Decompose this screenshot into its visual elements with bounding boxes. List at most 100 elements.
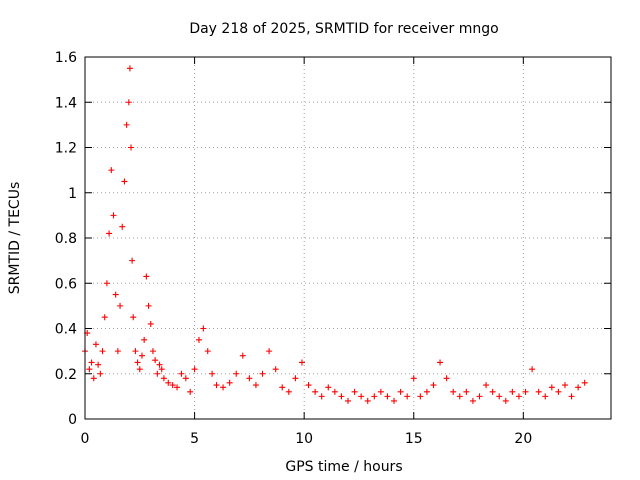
data-point — [156, 361, 163, 368]
data-point — [195, 336, 202, 343]
data-point — [384, 393, 391, 400]
data-point — [187, 388, 194, 395]
grid-layer — [85, 57, 611, 419]
data-point — [169, 382, 176, 389]
data-point — [450, 388, 457, 395]
data-point — [130, 314, 137, 321]
data-point — [568, 393, 575, 400]
data-point — [160, 375, 167, 382]
data-point — [191, 366, 198, 373]
data-point — [358, 393, 365, 400]
x-tick-label: 0 — [81, 431, 90, 447]
data-point — [117, 302, 124, 309]
x-tick-label: 10 — [295, 431, 313, 447]
data-point — [110, 212, 117, 219]
data-point — [535, 388, 542, 395]
data-point — [99, 348, 106, 355]
data-point — [86, 366, 93, 373]
data-point — [174, 384, 181, 391]
data-point — [371, 393, 378, 400]
data-point — [233, 370, 240, 377]
data-point — [561, 382, 568, 389]
data-point — [391, 397, 398, 404]
data-point — [377, 388, 384, 395]
data-point — [548, 384, 555, 391]
data-point — [469, 397, 476, 404]
data-point — [489, 388, 496, 395]
data-point — [272, 366, 279, 373]
data-point — [430, 382, 437, 389]
y-tick-label: 0.2 — [55, 367, 77, 383]
data-point — [239, 352, 246, 359]
data-point — [138, 352, 145, 359]
data-point — [200, 325, 207, 332]
data-point — [226, 379, 233, 386]
data-point — [165, 379, 172, 386]
data-point — [476, 393, 483, 400]
plot-frame — [84, 56, 612, 420]
data-point — [106, 230, 113, 237]
y-axis-label: SRMTID / TECUs — [7, 182, 23, 295]
data-point — [279, 384, 286, 391]
x-tick-label: 20 — [514, 431, 532, 447]
data-point — [437, 359, 444, 366]
data-point — [158, 366, 165, 373]
y-tick-label: 1 — [68, 186, 77, 202]
y-tick-label: 0.6 — [55, 276, 77, 292]
data-point — [312, 388, 319, 395]
y-tick-label: 0.4 — [55, 322, 77, 338]
x-axis-label: GPS time / hours — [285, 459, 402, 475]
data-point — [132, 348, 139, 355]
data-point — [496, 393, 503, 400]
data-point — [121, 178, 128, 185]
data-point — [285, 388, 292, 395]
y-tick-label: 0 — [68, 412, 77, 428]
axis-ticks: 0 0.2 0.4 0.6 0.8 1 1.2 1.4 1.6 0 5 10 15 20 — [55, 50, 611, 447]
data-point — [90, 375, 97, 382]
data-point — [128, 144, 135, 151]
data-point — [266, 348, 273, 355]
data-point — [351, 388, 358, 395]
data-point — [125, 99, 132, 106]
data-point — [145, 302, 152, 309]
data-point — [141, 336, 148, 343]
data-point — [515, 393, 522, 400]
data-point — [443, 375, 450, 382]
data-point — [292, 375, 299, 382]
data-point — [259, 370, 266, 377]
data-point — [338, 393, 345, 400]
data-point — [463, 388, 470, 395]
data-point — [149, 348, 156, 355]
data-point — [417, 393, 424, 400]
data-point — [134, 359, 141, 366]
data-point — [95, 361, 102, 368]
data-point — [305, 382, 312, 389]
data-point — [147, 320, 154, 327]
data-point — [114, 348, 121, 355]
y-tick-label: 1.6 — [55, 50, 77, 66]
data-point — [252, 382, 259, 389]
data-point — [509, 388, 516, 395]
data-point — [182, 375, 189, 382]
data-point — [529, 366, 536, 373]
x-tick-label: 15 — [405, 431, 423, 447]
data-point — [483, 382, 490, 389]
y-tick-label: 1.4 — [55, 95, 77, 111]
data-point — [318, 393, 325, 400]
data-point — [404, 393, 411, 400]
data-point — [103, 280, 110, 287]
data-point — [178, 370, 185, 377]
y-tick-label: 0.8 — [55, 231, 77, 247]
data-point — [108, 167, 115, 174]
y-tick-label: 1.2 — [55, 141, 77, 157]
data-point — [456, 393, 463, 400]
data-point — [101, 314, 108, 321]
data-point — [119, 223, 126, 230]
data-point — [581, 379, 588, 386]
x-tick-label: 5 — [190, 431, 199, 447]
data-point — [220, 384, 227, 391]
data-point — [209, 370, 216, 377]
data-point — [423, 388, 430, 395]
data-point — [298, 359, 305, 366]
